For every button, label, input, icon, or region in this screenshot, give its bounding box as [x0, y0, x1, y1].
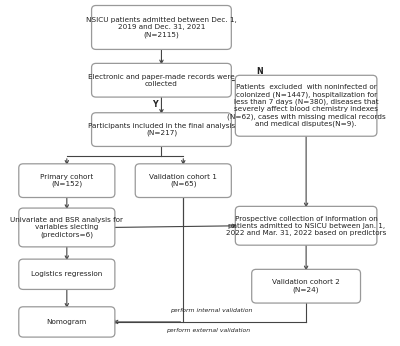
FancyBboxPatch shape: [92, 6, 231, 49]
Text: Validation cohort 2
(N=24): Validation cohort 2 (N=24): [272, 280, 340, 293]
FancyBboxPatch shape: [235, 75, 377, 136]
FancyBboxPatch shape: [135, 164, 231, 198]
Text: N: N: [256, 67, 262, 76]
FancyBboxPatch shape: [252, 269, 360, 303]
Text: Patients  excluded  with noninfected or
colonized (N=1447), hospitalization for
: Patients excluded with noninfected or co…: [227, 84, 386, 127]
Text: perform internal validation: perform internal validation: [170, 308, 253, 313]
Text: perform external validation: perform external validation: [166, 328, 250, 333]
FancyBboxPatch shape: [19, 208, 115, 247]
Text: Participants included in the final analysis
(N=217): Participants included in the final analy…: [88, 123, 235, 136]
Text: Univariate and BSR analysis for
variables slecting
(predictors=6): Univariate and BSR analysis for variable…: [10, 217, 123, 238]
Text: Logistics regression: Logistics regression: [31, 271, 102, 277]
Text: Primary cohort
(N=152): Primary cohort (N=152): [40, 174, 94, 188]
FancyBboxPatch shape: [19, 307, 115, 337]
FancyBboxPatch shape: [19, 259, 115, 290]
Text: Prospective collection of information on
patients admitted to NSICU between Jan.: Prospective collection of information on…: [226, 216, 386, 236]
Text: Validation cohort 1
(N=65): Validation cohort 1 (N=65): [149, 174, 217, 188]
Text: Nomogram: Nomogram: [47, 319, 87, 325]
FancyBboxPatch shape: [235, 206, 377, 245]
FancyBboxPatch shape: [19, 164, 115, 198]
Text: Y: Y: [152, 100, 158, 109]
Text: NSICU patients admitted between Dec. 1,
2019 and Dec. 31, 2021
(N=2115): NSICU patients admitted between Dec. 1, …: [86, 17, 237, 38]
FancyBboxPatch shape: [92, 63, 231, 97]
FancyBboxPatch shape: [92, 113, 231, 146]
Text: Electronic and paper-made records were
collected: Electronic and paper-made records were c…: [88, 74, 235, 87]
